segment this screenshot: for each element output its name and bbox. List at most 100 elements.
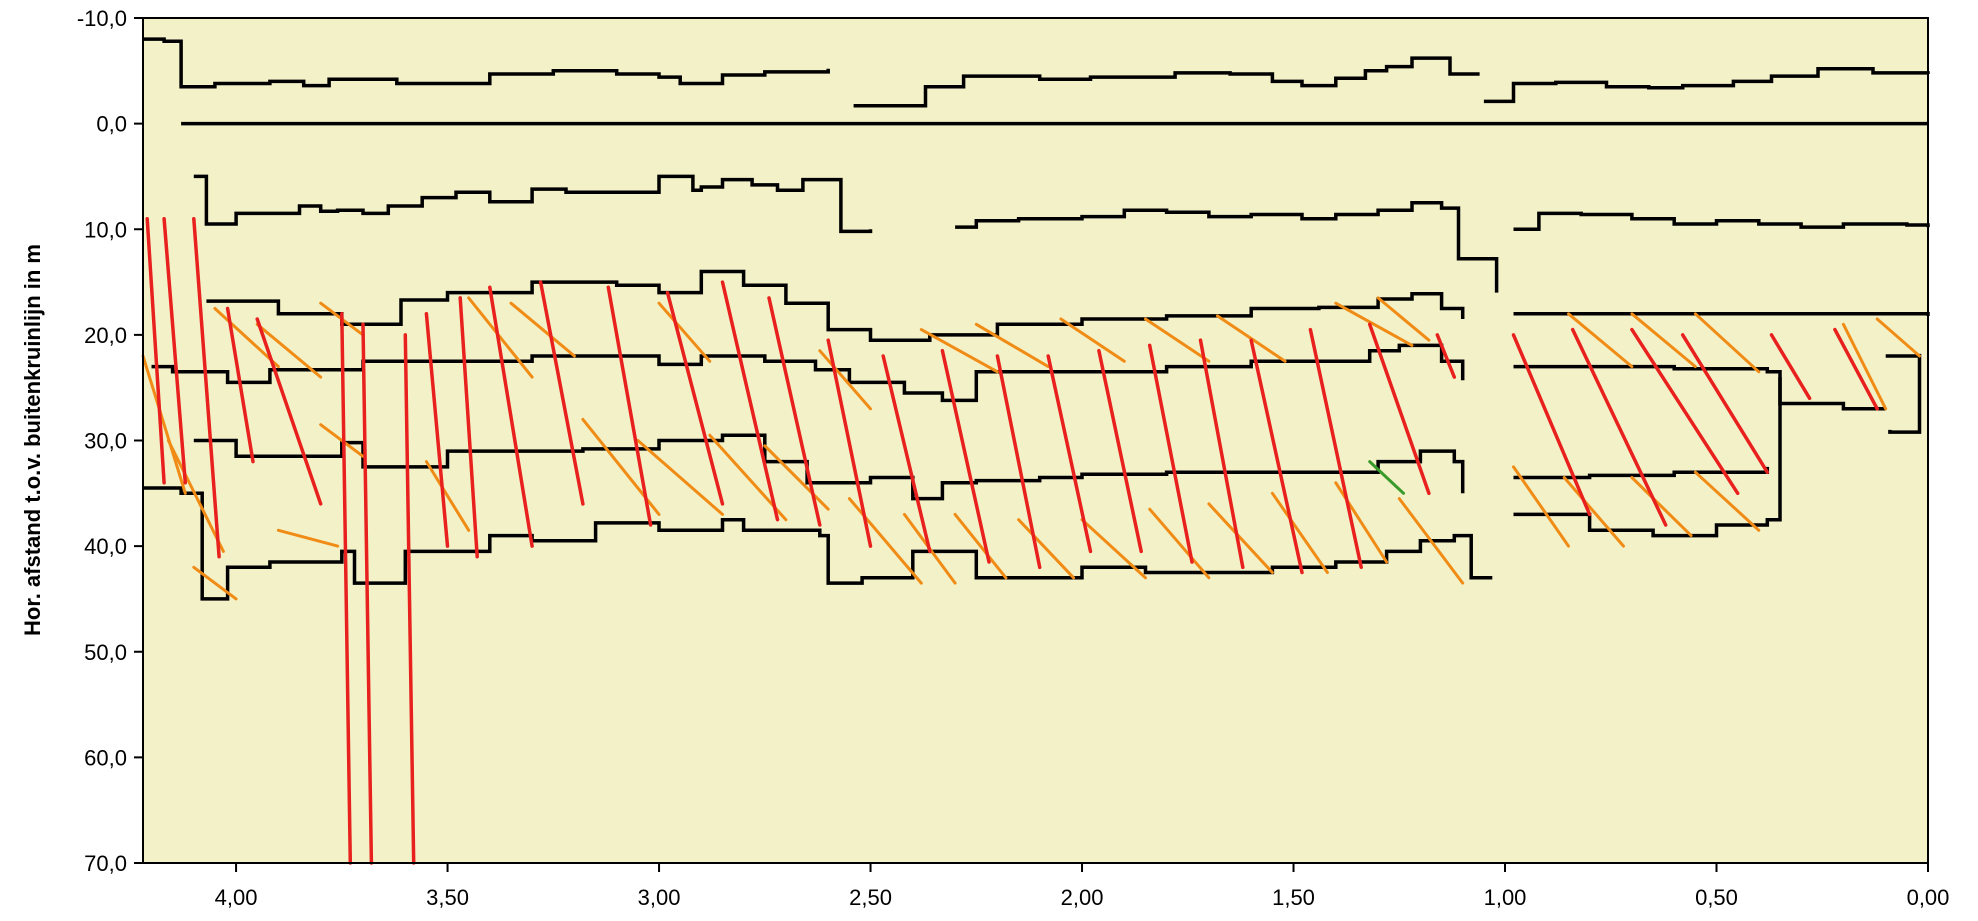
x-tick-label: 2,50 bbox=[849, 885, 892, 910]
y-tick-label: 40,0 bbox=[84, 534, 127, 559]
y-tick-label: 30,0 bbox=[84, 429, 127, 454]
red-link-21 bbox=[1046, 354, 1093, 554]
red-link-10 bbox=[458, 296, 479, 559]
orange-link-42 bbox=[818, 349, 872, 411]
red-link-27 bbox=[1367, 322, 1431, 496]
red-link-28 bbox=[1435, 333, 1457, 379]
orange-link-1 bbox=[141, 354, 187, 495]
red-link-24 bbox=[1198, 338, 1245, 570]
y-tick-label: 60,0 bbox=[84, 745, 127, 770]
orange-link-23 bbox=[1270, 491, 1329, 574]
red-link-33 bbox=[1769, 333, 1812, 401]
orange-link-5 bbox=[255, 322, 323, 379]
orange-link-11 bbox=[509, 301, 576, 358]
red-link-6 bbox=[340, 312, 353, 865]
red-link-31 bbox=[1630, 327, 1740, 496]
orange-link-34 bbox=[1562, 476, 1625, 548]
orange-link-15 bbox=[763, 444, 830, 511]
red-link-23 bbox=[1147, 343, 1194, 564]
red-link-7 bbox=[361, 322, 374, 865]
profile-series-8 bbox=[206, 269, 1465, 342]
red-link-32 bbox=[1680, 333, 1770, 474]
orange-link-36 bbox=[1693, 470, 1761, 532]
x-tick-label: 1,50 bbox=[1272, 885, 1315, 910]
red-link-2 bbox=[162, 216, 188, 485]
red-link-34 bbox=[1833, 327, 1879, 411]
x-tick-label: 0,50 bbox=[1695, 885, 1738, 910]
red-link-15 bbox=[720, 280, 780, 522]
orange-link-21 bbox=[1148, 507, 1211, 580]
profile-series-6 bbox=[955, 201, 1499, 293]
profile-series-layer bbox=[143, 37, 1930, 601]
red-link-22 bbox=[1097, 348, 1143, 554]
red-link-3 bbox=[192, 216, 221, 559]
red-link-8 bbox=[403, 333, 416, 865]
orange-link-29 bbox=[974, 322, 1050, 369]
links-layer bbox=[141, 216, 1921, 865]
profile-series-12 bbox=[193, 433, 1465, 501]
red-link-18 bbox=[881, 354, 932, 554]
orange-link-33 bbox=[1512, 465, 1570, 548]
y-tick-label: 70,0 bbox=[84, 851, 127, 876]
orange-link-28 bbox=[919, 328, 999, 374]
orange-link-27 bbox=[1376, 296, 1431, 342]
orange-link-13 bbox=[636, 439, 724, 516]
profile-series-5 bbox=[193, 174, 873, 234]
red-link-20 bbox=[995, 354, 1042, 570]
orange-link-3 bbox=[192, 565, 238, 601]
x-tick-label: 2,00 bbox=[1061, 885, 1104, 910]
red-link-16 bbox=[767, 296, 822, 527]
profile-series-9 bbox=[151, 343, 1465, 403]
profile-series-1 bbox=[143, 37, 830, 89]
orange-link-9 bbox=[424, 460, 471, 532]
orange-link-20 bbox=[1080, 518, 1147, 580]
red-link-13 bbox=[606, 285, 653, 527]
red-link-14 bbox=[665, 290, 725, 506]
x-axis: 4,00 3,50 3,00 2,50 2,00 1,50 1,00 0,50 0,00 bbox=[215, 863, 1950, 910]
red-link-25 bbox=[1249, 338, 1304, 575]
y-tick-label: 50,0 bbox=[84, 640, 127, 665]
x-tick-label: 3,50 bbox=[426, 885, 469, 910]
x-tick-label: 1,00 bbox=[1484, 885, 1527, 910]
y-tick-label: 20,0 bbox=[84, 323, 127, 348]
plot-area-background bbox=[143, 18, 1928, 863]
orange-link-35 bbox=[1630, 476, 1693, 538]
orange-link-25 bbox=[1397, 497, 1465, 585]
orange-link-40 bbox=[1841, 322, 1888, 411]
y-axis-title: Hor. afstand t.o.v. buitenkruinlijn in m bbox=[20, 244, 45, 636]
orange-link-22 bbox=[1207, 502, 1274, 574]
orange-link-2 bbox=[166, 439, 225, 553]
red-link-5 bbox=[255, 317, 323, 506]
orange-link-39 bbox=[1693, 312, 1761, 374]
orange-link-19 bbox=[1017, 518, 1076, 580]
red-link-26 bbox=[1308, 327, 1363, 570]
y-tick-label: 0,0 bbox=[96, 112, 127, 137]
profile-series-7 bbox=[1513, 211, 1930, 232]
orange-link-8 bbox=[276, 528, 340, 548]
orange-link-4 bbox=[213, 307, 280, 369]
orange-link-38 bbox=[1630, 312, 1697, 369]
orange-link-18 bbox=[953, 512, 1008, 580]
x-tick-label: 3,00 bbox=[638, 885, 681, 910]
orange-link-31 bbox=[1144, 317, 1211, 363]
red-link-11 bbox=[488, 285, 534, 548]
orange-link-43 bbox=[657, 301, 712, 363]
profile-series-2 bbox=[853, 56, 1480, 108]
y-tick-label: -10,0 bbox=[77, 6, 127, 31]
orange-link-41 bbox=[1875, 317, 1921, 358]
red-link-4 bbox=[225, 306, 255, 464]
x-tick-label: 4,00 bbox=[215, 885, 258, 910]
profile-series-3 bbox=[1483, 66, 1930, 104]
orange-link-7 bbox=[319, 423, 365, 458]
orange-link-26 bbox=[1334, 301, 1414, 347]
red-link-17 bbox=[826, 338, 873, 548]
red-link-9 bbox=[424, 312, 450, 548]
y-axis: -10,0 0,0 10,0 20,0 30,0 40,0 50,0 60,0 70,0 bbox=[77, 6, 143, 876]
orange-link-30 bbox=[1059, 317, 1126, 363]
orange-link-10 bbox=[467, 296, 534, 379]
x-tick-label: 0,00 bbox=[1907, 885, 1950, 910]
profile-series-14 bbox=[143, 486, 1493, 601]
green-link-1 bbox=[1368, 460, 1405, 495]
